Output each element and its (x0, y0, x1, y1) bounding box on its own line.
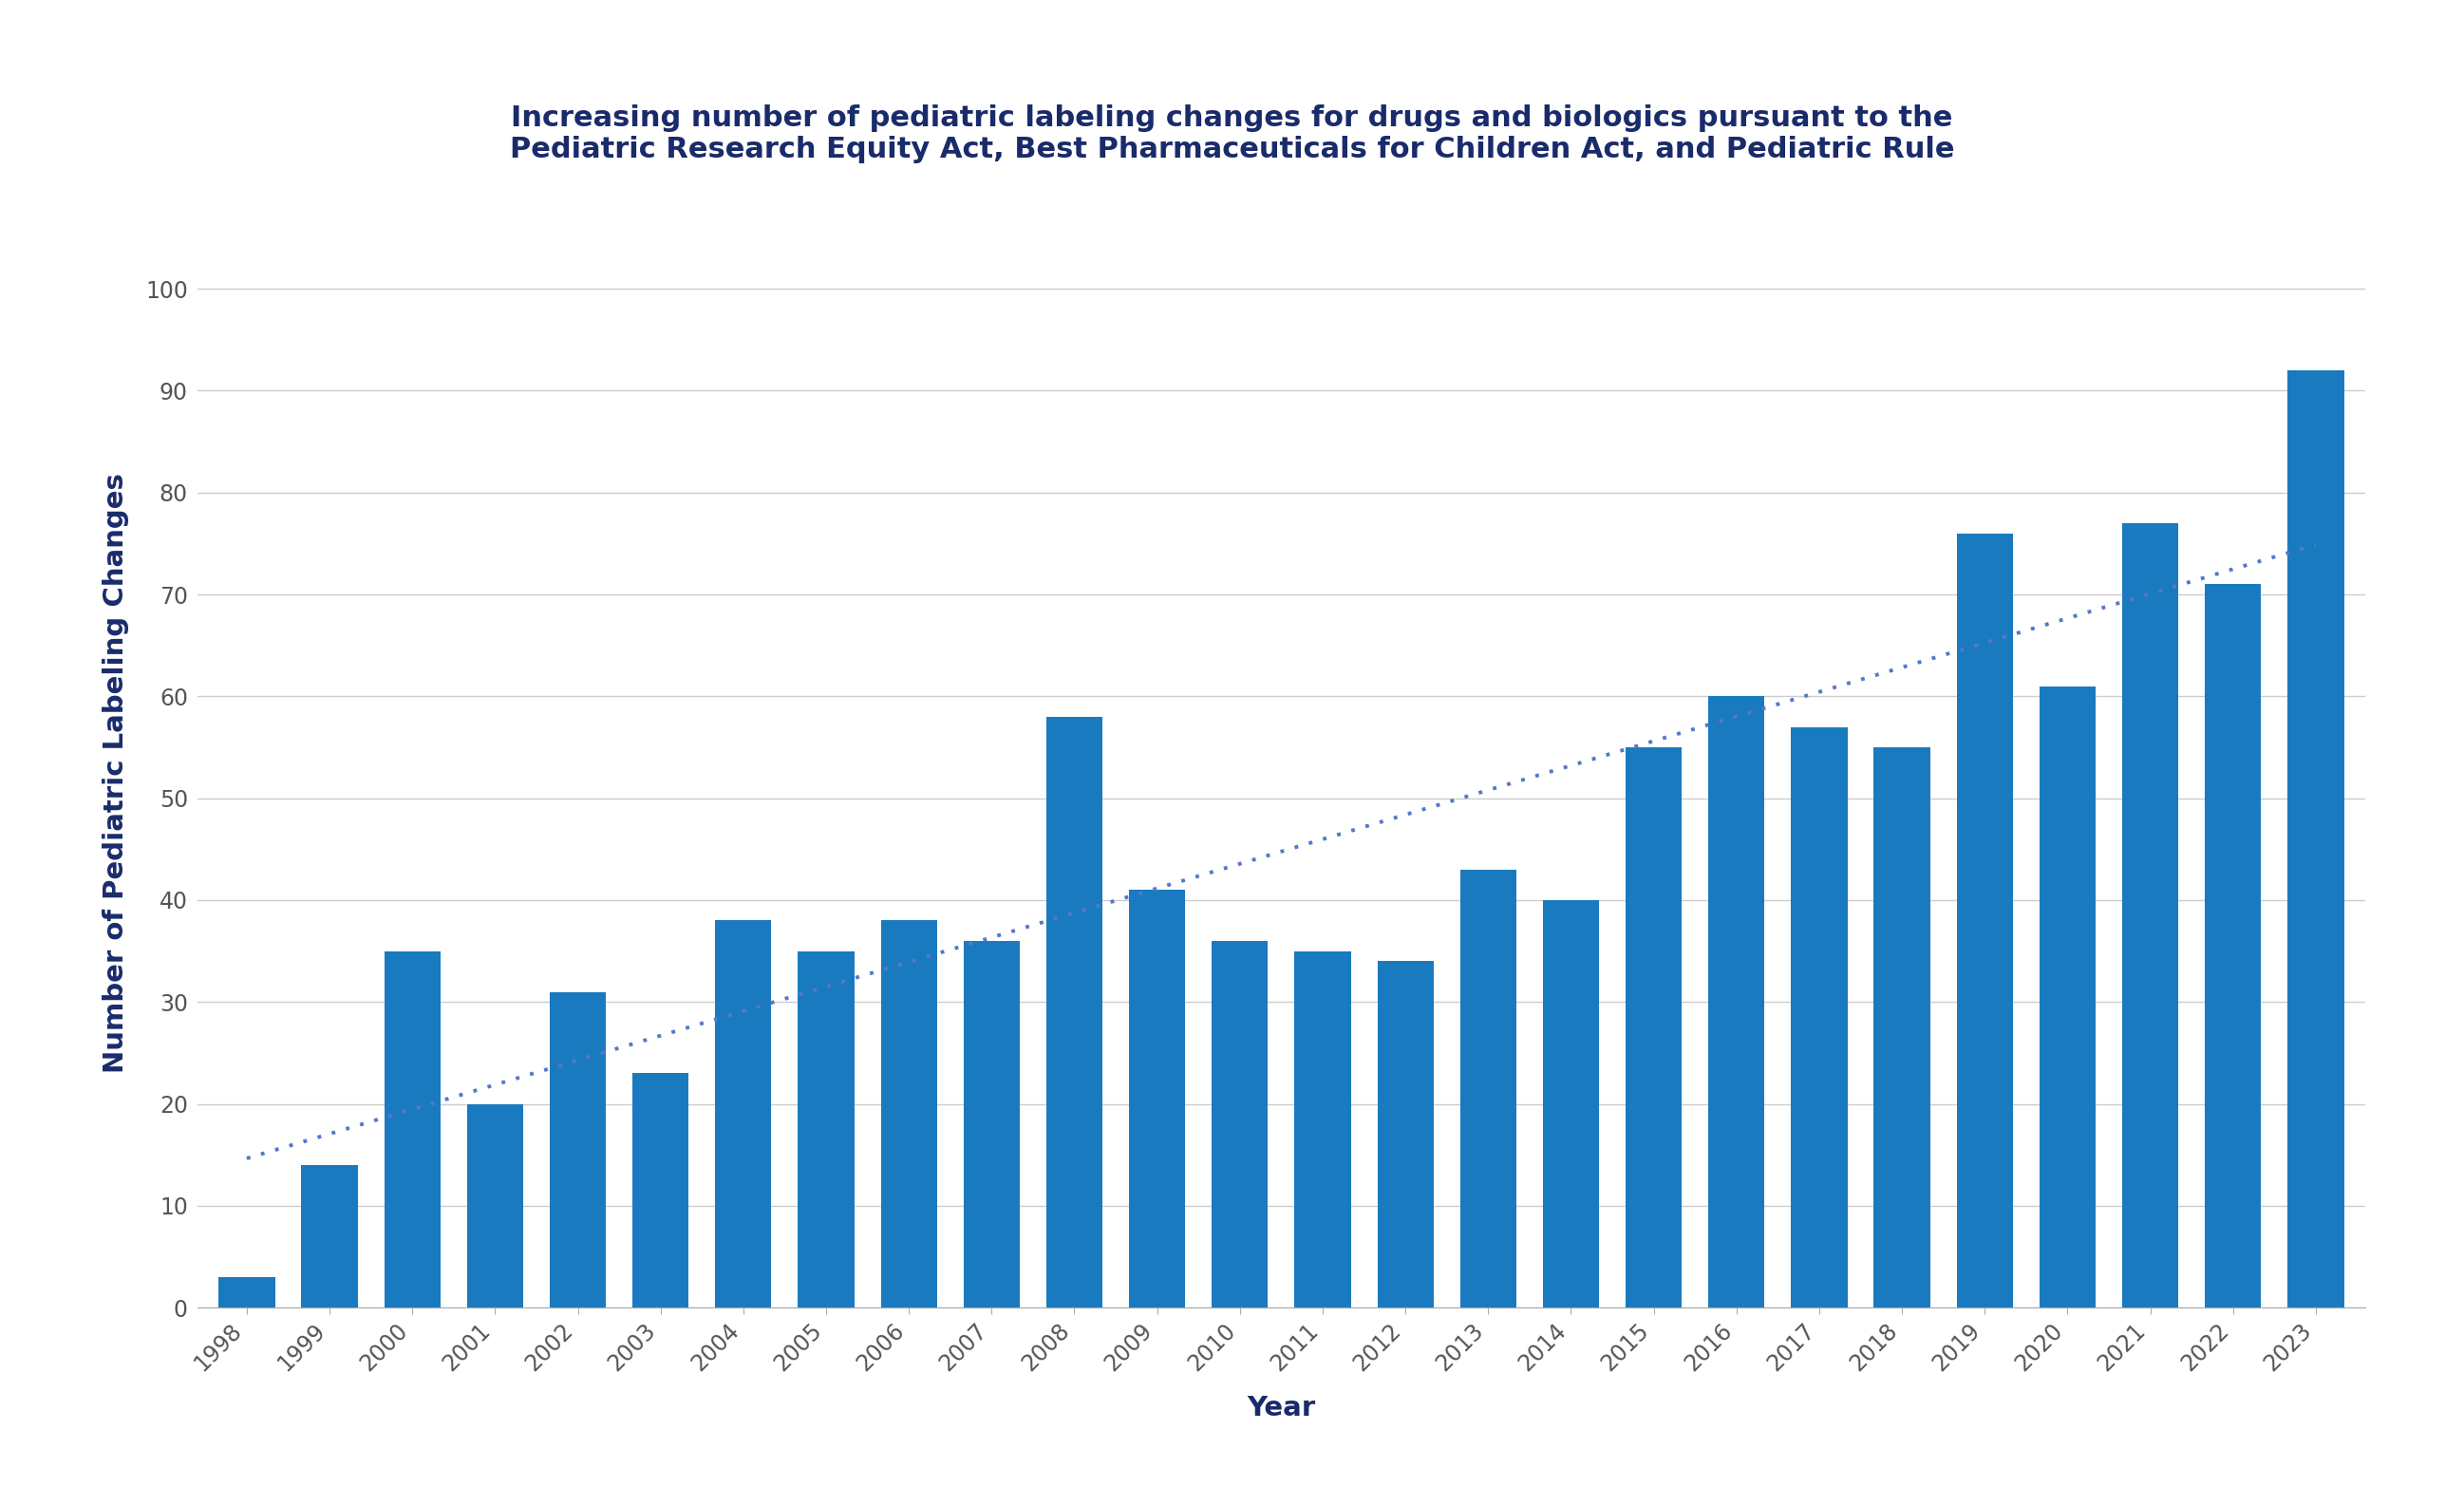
Bar (1956, 533, 2013, 1308)
Bar (549, 991, 606, 1308)
Bar (466, 1104, 522, 1308)
Text: Increasing number of pediatric labeling changes for drugs and biologics pursuant: Increasing number of pediatric labeling … (510, 104, 1954, 163)
Bar (1212, 941, 1269, 1308)
Bar (1873, 747, 1929, 1308)
Bar (798, 951, 855, 1308)
Bar (1294, 951, 1350, 1308)
Bar (2205, 584, 2262, 1308)
Bar (2040, 687, 2097, 1308)
Bar (715, 920, 771, 1308)
Bar (1708, 697, 1764, 1308)
Bar (2122, 523, 2178, 1308)
Bar (1047, 716, 1101, 1308)
Bar (1791, 727, 1848, 1308)
Bar (2287, 370, 2343, 1308)
X-axis label: Year: Year (1247, 1395, 1316, 1422)
Bar (1542, 901, 1599, 1308)
Bar (1626, 747, 1683, 1308)
Bar (880, 920, 936, 1308)
Bar (1377, 961, 1434, 1308)
Bar (384, 951, 441, 1308)
Bar (1129, 890, 1185, 1308)
Bar (301, 1165, 357, 1308)
Bar (633, 1073, 690, 1308)
Bar (1461, 869, 1515, 1308)
Y-axis label: Number of Pediatric Labeling Changes: Number of Pediatric Labeling Changes (103, 473, 131, 1073)
Bar (963, 941, 1020, 1308)
Bar (219, 1276, 276, 1308)
